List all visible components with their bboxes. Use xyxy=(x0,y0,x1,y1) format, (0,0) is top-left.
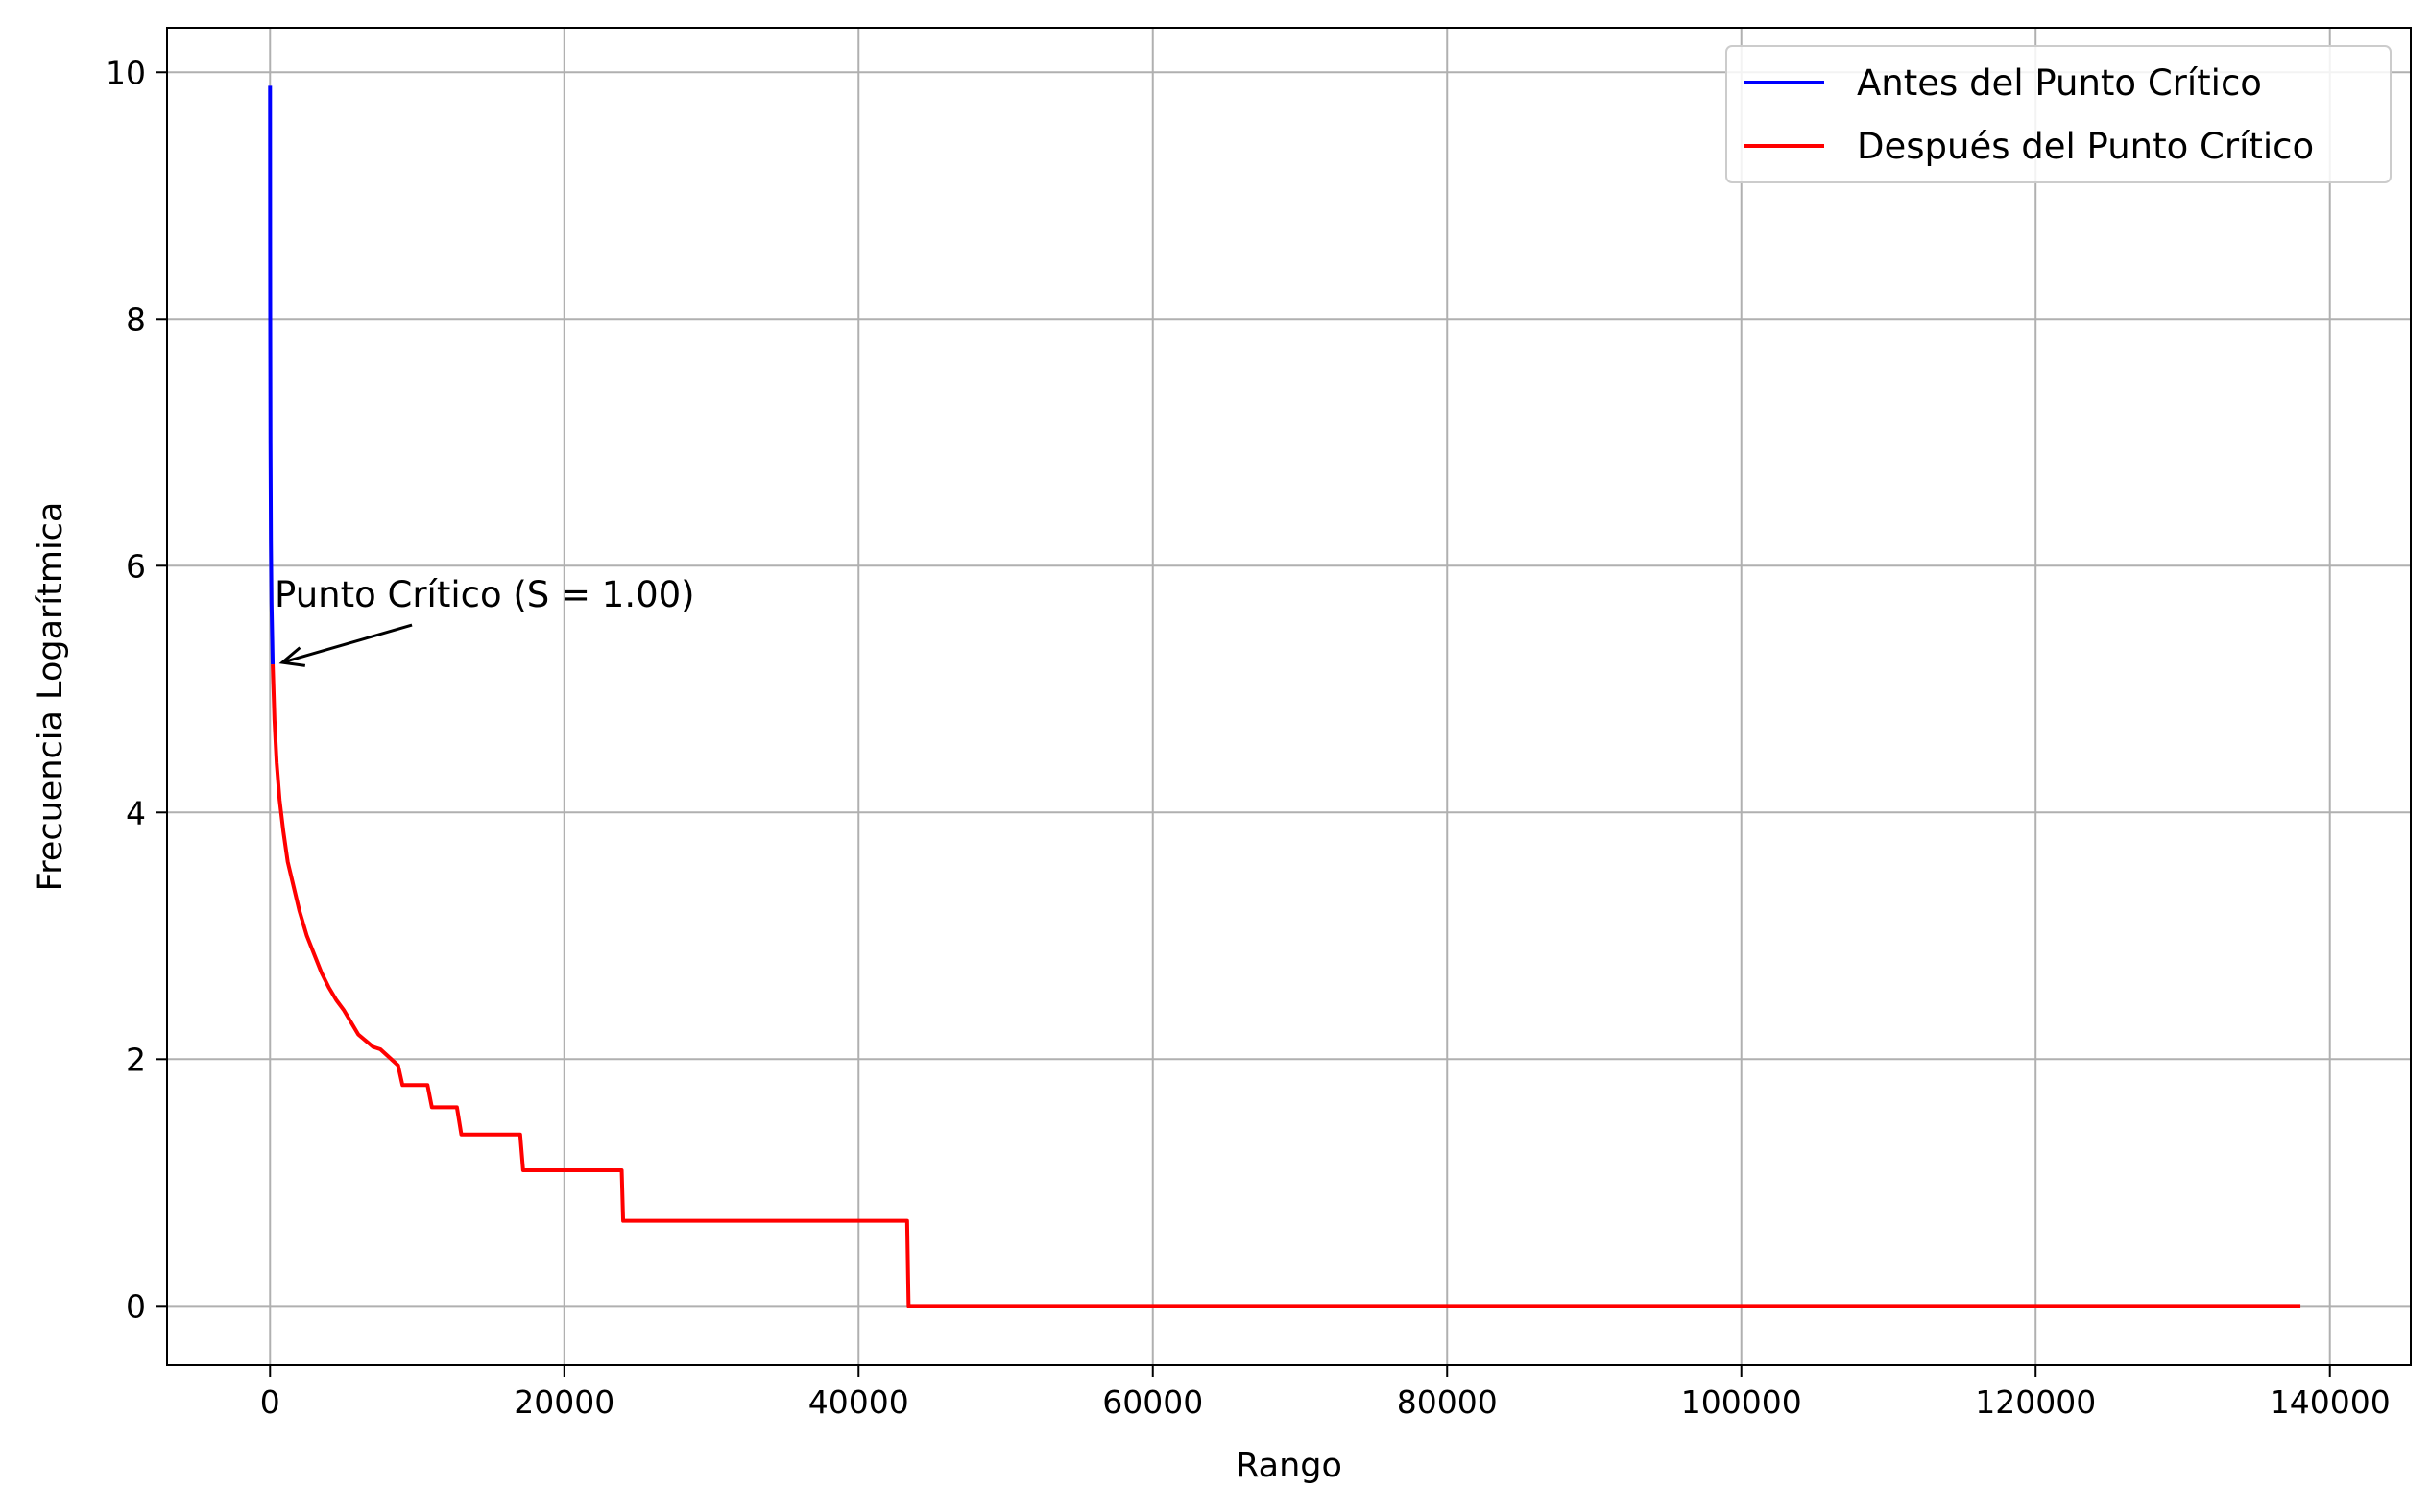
x-tick-label: 60000 xyxy=(1102,1383,1203,1421)
annotation-arrow xyxy=(281,623,413,664)
x-tick-label: 0 xyxy=(260,1383,280,1421)
x-tick-label: 40000 xyxy=(808,1383,909,1421)
legend-label-despues: Después del Punto Crítico xyxy=(1857,126,2314,167)
x-tick-label: 100000 xyxy=(1681,1383,1802,1421)
series-line-despues xyxy=(271,664,2301,1308)
y-tick-label: 8 xyxy=(126,300,146,338)
x-tick-label: 20000 xyxy=(514,1383,614,1421)
y-tick-label: 2 xyxy=(126,1041,146,1078)
legend-box xyxy=(1725,45,2392,183)
x-tick-label: 140000 xyxy=(2270,1383,2391,1421)
y-tick-label: 0 xyxy=(126,1287,146,1325)
y-tick-label: 6 xyxy=(126,547,146,585)
y-tick-label: 4 xyxy=(126,794,146,831)
series-layer xyxy=(268,85,2301,1308)
annotation-arrowhead xyxy=(278,646,306,667)
annotation-layer: Punto Crítico (S = 1.00) xyxy=(275,574,695,667)
ticks-layer: 0 20000 40000 60000 80000 100000 120000 140000 0… xyxy=(106,54,2391,1421)
legend-label-antes: Antes del Punto Crítico xyxy=(1857,62,2262,104)
plot-frame xyxy=(166,27,2412,1366)
annotation-text: Punto Crítico (S = 1.00) xyxy=(275,574,695,615)
x-tick-label: 80000 xyxy=(1397,1383,1498,1421)
legend: Antes del Punto Crítico Después del Punt… xyxy=(1725,45,2392,183)
x-axis-label: Rango xyxy=(1236,1447,1342,1485)
y-tick-label: 10 xyxy=(106,54,146,91)
x-tick-label: 120000 xyxy=(1975,1383,2096,1421)
series-line-antes xyxy=(268,85,276,665)
y-axis-label: Frecuencia Logarítmica xyxy=(32,502,70,892)
